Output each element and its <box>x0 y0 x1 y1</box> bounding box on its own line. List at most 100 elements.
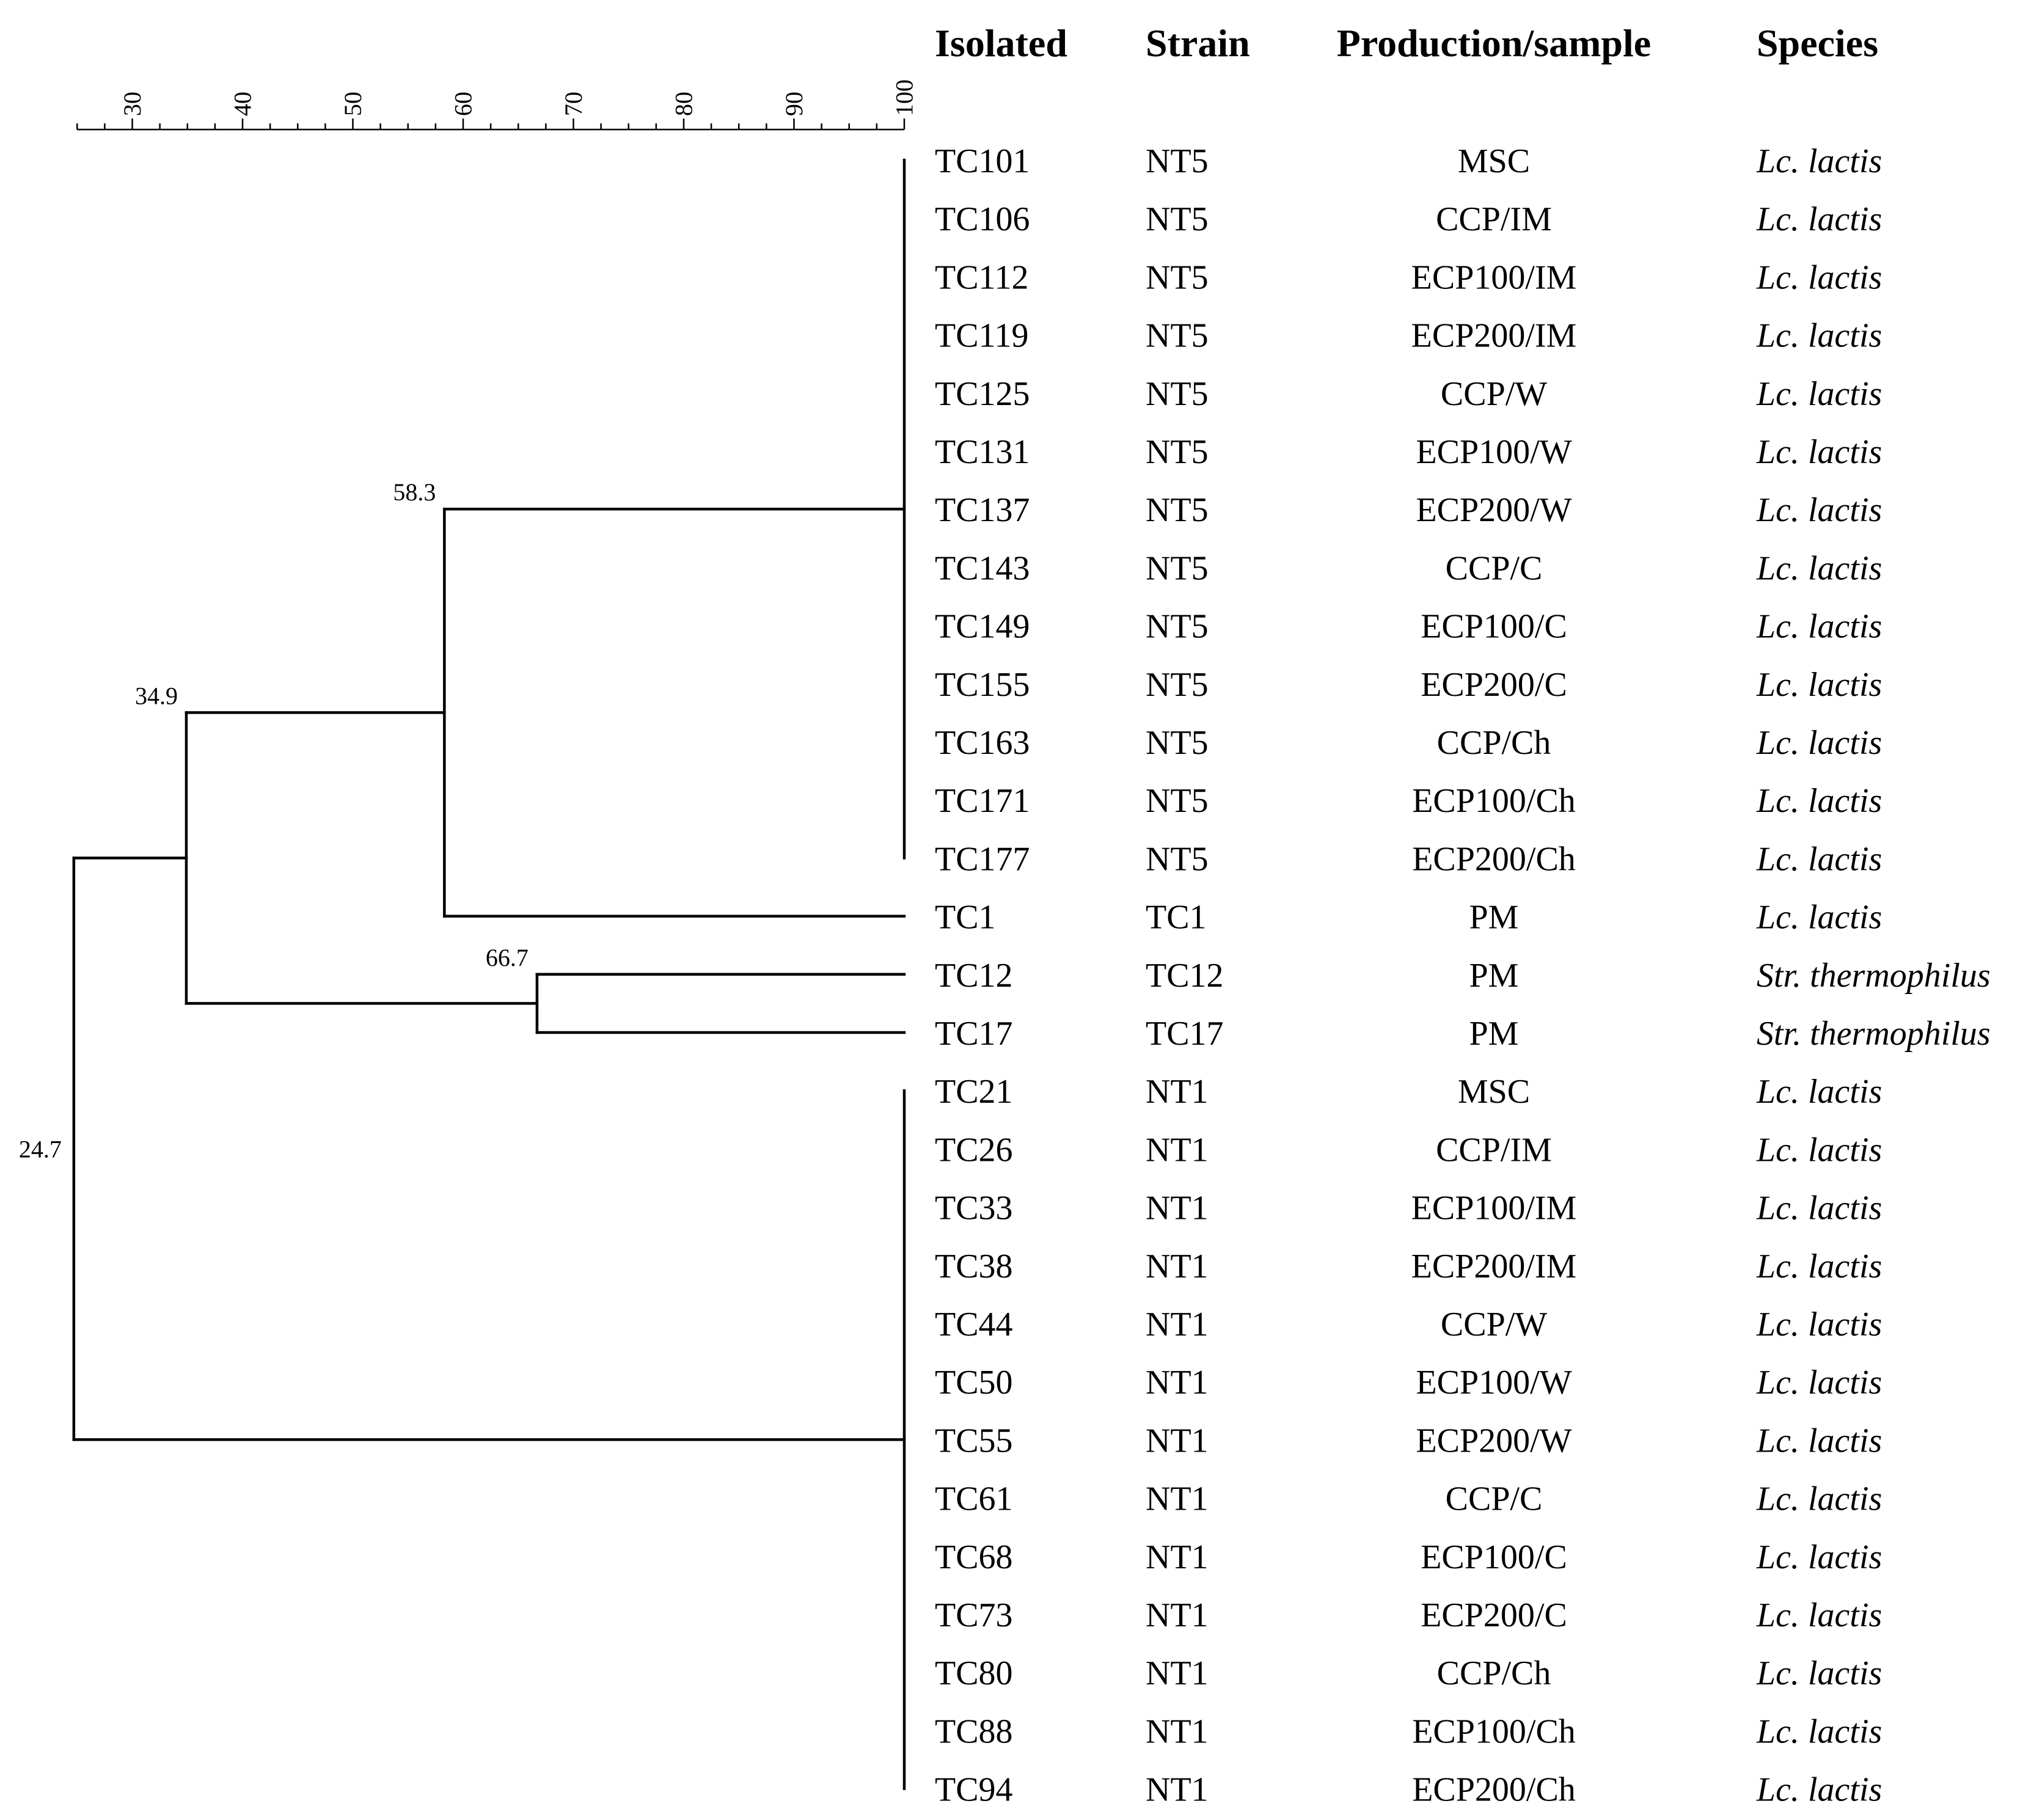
production-sample-cell: ECP200/Ch <box>1412 840 1576 878</box>
table-row: TC171 NT5 ECP100/Ch Lc. lactis <box>935 782 1882 820</box>
isolated-cell: TC155 <box>935 666 1030 704</box>
strain-cell: NT1 <box>1146 1306 1209 1343</box>
isolated-cell: TC125 <box>935 375 1030 413</box>
production-sample-cell: CCP/C <box>1446 549 1543 587</box>
isolate-table: TC101 NT5 MSC Lc. lactis TC106 NT5 CCP/IM Lc. l… <box>935 142 1991 1809</box>
strain-cell: NT5 <box>1146 782 1209 820</box>
species-cell: Lc. lactis <box>1756 375 1882 413</box>
species-cell: Lc. lactis <box>1756 724 1882 762</box>
species-cell: Lc. lactis <box>1756 666 1882 704</box>
table-row: TC125 NT5 CCP/W Lc. lactis <box>935 375 1882 413</box>
species-cell: Lc. lactis <box>1756 1538 1882 1576</box>
strain-cell: NT1 <box>1146 1480 1209 1518</box>
species-cell: Lc. lactis <box>1756 142 1882 180</box>
table-row: TC177 NT5 ECP200/Ch Lc. lactis <box>935 840 1882 878</box>
production-sample-cell: CCP/W <box>1441 375 1547 413</box>
isolated-cell: TC119 <box>935 317 1028 355</box>
table-row: TC119 NT5 ECP200/IM Lc. lactis <box>935 317 1882 355</box>
table-row: TC61 NT1 CCP/C Lc. lactis <box>935 1480 1882 1518</box>
table-row: TC131 NT5 ECP100/W Lc. lactis <box>935 433 1882 471</box>
species-cell: Lc. lactis <box>1756 317 1882 355</box>
production-sample-cell: CCP/IM <box>1436 200 1552 238</box>
production-sample-cell: ECP100/IM <box>1411 258 1577 296</box>
node-similarity-label: 34.9 <box>135 682 178 709</box>
scale-tick-label: 90 <box>780 92 808 116</box>
strain-cell: NT5 <box>1146 317 1209 355</box>
header-production-sample: Production/sample <box>1337 21 1651 65</box>
table-row: TC21 NT1 MSC Lc. lactis <box>935 1073 1882 1111</box>
isolated-cell: TC171 <box>935 782 1030 820</box>
production-sample-cell: CCP/Ch <box>1437 1654 1551 1692</box>
production-sample-cell: ECP100/C <box>1421 608 1567 646</box>
species-cell: Lc. lactis <box>1756 840 1882 878</box>
species-cell: Str. thermophilus <box>1757 1015 1991 1053</box>
production-sample-cell: ECP100/W <box>1416 1364 1571 1402</box>
isolated-cell: TC163 <box>935 724 1030 762</box>
production-sample-cell: MSC <box>1458 1073 1530 1111</box>
strain-cell: NT1 <box>1146 1771 1209 1809</box>
table-row: TC112 NT5 ECP100/IM Lc. lactis <box>935 258 1882 296</box>
species-cell: Lc. lactis <box>1756 258 1882 296</box>
production-sample-cell: PM <box>1469 1015 1519 1053</box>
isolated-cell: TC12 <box>935 957 1013 995</box>
species-cell: Lc. lactis <box>1756 1364 1882 1402</box>
species-cell: Lc. lactis <box>1756 899 1882 937</box>
isolated-cell: TC94 <box>935 1771 1013 1809</box>
table-row: TC73 NT1 ECP200/C Lc. lactis <box>935 1596 1882 1634</box>
strain-cell: NT5 <box>1146 200 1209 238</box>
isolated-cell: TC55 <box>935 1422 1013 1460</box>
table-row: TC149 NT5 ECP100/C Lc. lactis <box>935 608 1882 646</box>
dendrogram-tree: 58.3 66.7 34.9 24.7 <box>19 158 906 1790</box>
table-row: TC94 NT1 ECP200/Ch Lc. lactis <box>935 1771 1882 1809</box>
table-row: TC143 NT5 CCP/C Lc. lactis <box>935 549 1882 587</box>
production-sample-cell: ECP200/C <box>1421 666 1567 704</box>
isolated-cell: TC88 <box>935 1712 1013 1750</box>
production-sample-cell: ECP200/Ch <box>1412 1771 1576 1809</box>
table-row: TC106 NT5 CCP/IM Lc. lactis <box>935 200 1882 238</box>
table-row: TC88 NT1 ECP100/Ch Lc. lactis <box>935 1712 1882 1750</box>
production-sample-cell: CCP/W <box>1441 1306 1547 1343</box>
header-strain: Strain <box>1146 21 1250 65</box>
isolated-cell: TC26 <box>935 1131 1013 1169</box>
production-sample-cell: ECP200/W <box>1416 1422 1571 1460</box>
isolated-cell: TC106 <box>935 200 1030 238</box>
species-cell: Lc. lactis <box>1756 1131 1882 1169</box>
isolated-cell: TC177 <box>935 840 1030 878</box>
isolated-cell: TC73 <box>935 1596 1013 1634</box>
strain-cell: NT5 <box>1146 840 1209 878</box>
species-cell: Lc. lactis <box>1756 1073 1882 1111</box>
scale-tick-label: 30 <box>119 92 146 116</box>
species-cell: Str. thermophilus <box>1757 957 1991 995</box>
production-sample-cell: PM <box>1469 899 1519 937</box>
production-sample-cell: MSC <box>1458 142 1530 180</box>
species-cell: Lc. lactis <box>1756 1712 1882 1750</box>
production-sample-cell: ECP200/C <box>1421 1596 1567 1634</box>
isolated-cell: TC131 <box>935 433 1030 471</box>
production-sample-cell: ECP100/Ch <box>1412 782 1576 820</box>
table-row: TC163 NT5 CCP/Ch Lc. lactis <box>935 724 1882 762</box>
table-row: TC38 NT1 ECP200/IM Lc. lactis <box>935 1248 1882 1285</box>
production-sample-cell: ECP100/IM <box>1411 1190 1577 1227</box>
isolated-cell: TC17 <box>935 1015 1013 1053</box>
strain-cell: NT1 <box>1146 1422 1209 1460</box>
strain-cell: NT1 <box>1146 1073 1209 1111</box>
isolated-cell: TC68 <box>935 1538 1013 1576</box>
isolated-cell: TC44 <box>935 1306 1013 1343</box>
strain-cell: NT5 <box>1146 549 1209 587</box>
strain-cell: TC1 <box>1146 899 1207 937</box>
header-species: Species <box>1757 21 1878 65</box>
strain-cell: NT1 <box>1146 1190 1209 1227</box>
scale-tick-label: 80 <box>670 92 698 116</box>
isolated-cell: TC137 <box>935 491 1030 529</box>
table-row: TC12 TC12 PM Str. thermophilus <box>935 957 1991 995</box>
table-row: TC17 TC17 PM Str. thermophilus <box>935 1015 1991 1053</box>
species-cell: Lc. lactis <box>1756 608 1882 646</box>
production-sample-cell: CCP/Ch <box>1437 724 1551 762</box>
table-row: TC80 NT1 CCP/Ch Lc. lactis <box>935 1654 1882 1692</box>
isolated-cell: TC149 <box>935 608 1030 646</box>
similarity-scale: 30 40 50 60 70 80 90 100 <box>76 79 918 131</box>
scale-tick-label: 100 <box>891 79 918 116</box>
species-cell: Lc. lactis <box>1756 433 1882 471</box>
production-sample-cell: PM <box>1469 957 1519 995</box>
